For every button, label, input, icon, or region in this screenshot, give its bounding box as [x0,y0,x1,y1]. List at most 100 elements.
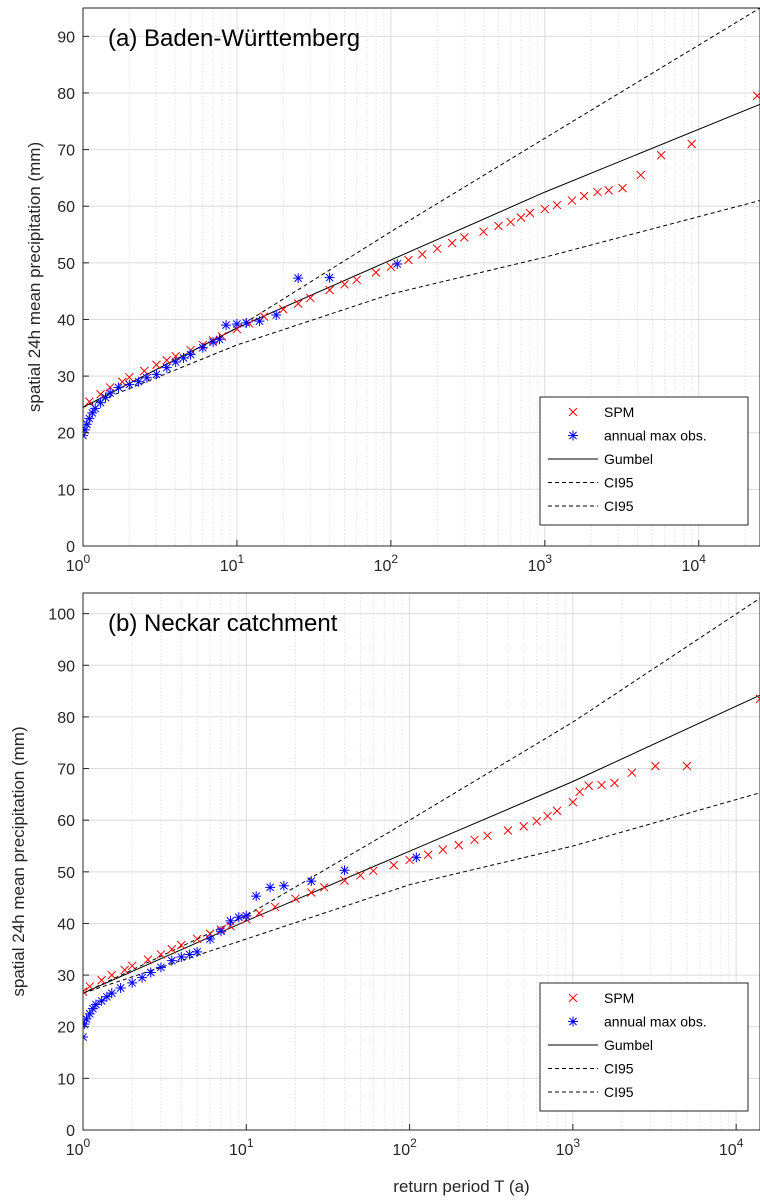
legend-box [539,982,749,1112]
obs-point [411,852,422,863]
y-tick-label: 40 [57,916,75,933]
obs-point [241,317,252,328]
obs-point [151,369,162,380]
legend-swatch [568,1016,578,1027]
x-tick-label: 103 [556,1136,581,1159]
y-tick-label: 70 [57,143,75,160]
spm-point [270,902,280,912]
axes-box [82,7,760,547]
obs-point [83,419,92,430]
spm-point [682,761,692,771]
spm-point [447,238,457,248]
obs-point [293,273,304,284]
obs-point [214,334,225,345]
spm-point [325,285,334,295]
obs-point [197,342,208,353]
obs-point [95,397,106,408]
x-tick-label: 104 [682,552,707,575]
obs-point [96,995,107,1006]
spm-point [97,975,106,985]
y-axis-label: spatial 24h mean precipitation (mm) [25,142,44,412]
spm-point [306,293,315,303]
spm-point [618,183,627,193]
spm-point [650,761,660,771]
spm-point [143,955,153,964]
legend-label: CI95 [604,1061,634,1077]
obs-point [208,337,219,348]
spm-point [470,835,479,845]
spm-point [627,768,637,778]
spm-point [85,982,95,991]
spm-point [85,397,94,406]
obs-point [178,352,189,363]
y-tick-label: 90 [57,29,75,46]
y-tick-label: 10 [57,482,75,499]
y-tick-label: 90 [57,658,75,675]
spm-point [404,255,413,265]
y-tick-label: 50 [57,865,75,882]
y-tick-label: 10 [57,1071,75,1088]
spm-point [319,882,329,892]
obs-point [127,977,138,988]
spm-point [610,778,619,788]
obs-point [215,926,226,937]
legend-label: CI95 [604,1084,634,1100]
obs-point [185,349,196,360]
legend-label: CI95 [604,498,634,514]
spm-point [552,806,562,816]
obs-point [137,972,148,983]
spm-point [519,822,529,831]
legend-label: Gumbel [604,1037,653,1053]
spm-point [494,221,503,231]
obs-point [113,382,124,393]
spm-point [356,871,365,880]
spm-point [96,389,105,399]
spm-point [552,200,562,210]
obs-point [241,910,252,921]
spm-point [636,170,646,180]
ci95-line [83,200,760,408]
spm-point [516,213,526,222]
y-tick-label: 40 [57,312,75,329]
spm-point [156,950,166,959]
obs-point [221,320,232,331]
spm-point [192,934,202,944]
y-tick-label: 100 [48,607,75,624]
spm-point [454,840,464,850]
legend-swatch [568,407,578,417]
obs-point [176,952,187,963]
x-tick-label: 103 [528,552,553,575]
obs-point [251,891,262,902]
spm-point [127,961,137,971]
obs-point [83,1019,90,1030]
spm-point [579,191,589,201]
spm-point [687,139,697,149]
legend-label: SPM [604,404,634,420]
legend: SPM annual max obs. Gumbel CI95 CI95 [539,396,749,526]
y-tick-label: 50 [57,256,75,273]
spm-point [368,866,378,876]
obs-point [392,258,403,269]
spm-point [543,811,552,821]
legend: SPM annual max obs. Gumbel CI95 CI95 [539,982,749,1112]
y-tick-label: 80 [57,86,75,103]
spm-point [525,208,535,218]
obs-point [145,967,156,978]
spm-point [604,186,614,195]
legend-label: Gumbel [604,451,653,467]
obs-point [84,1008,95,1019]
spm-point [479,227,488,237]
obs-point [231,319,242,330]
obs-point [155,962,166,973]
spm-point [567,196,577,205]
obs-point [83,424,90,435]
spm-point [352,275,362,285]
y-tick-label: 60 [57,813,75,830]
obs-point [101,991,112,1002]
chart-title: (a) Baden-Württemberg [108,25,360,52]
spm-point [306,888,316,897]
data-layer [83,597,760,1043]
obs-point [83,1013,92,1024]
